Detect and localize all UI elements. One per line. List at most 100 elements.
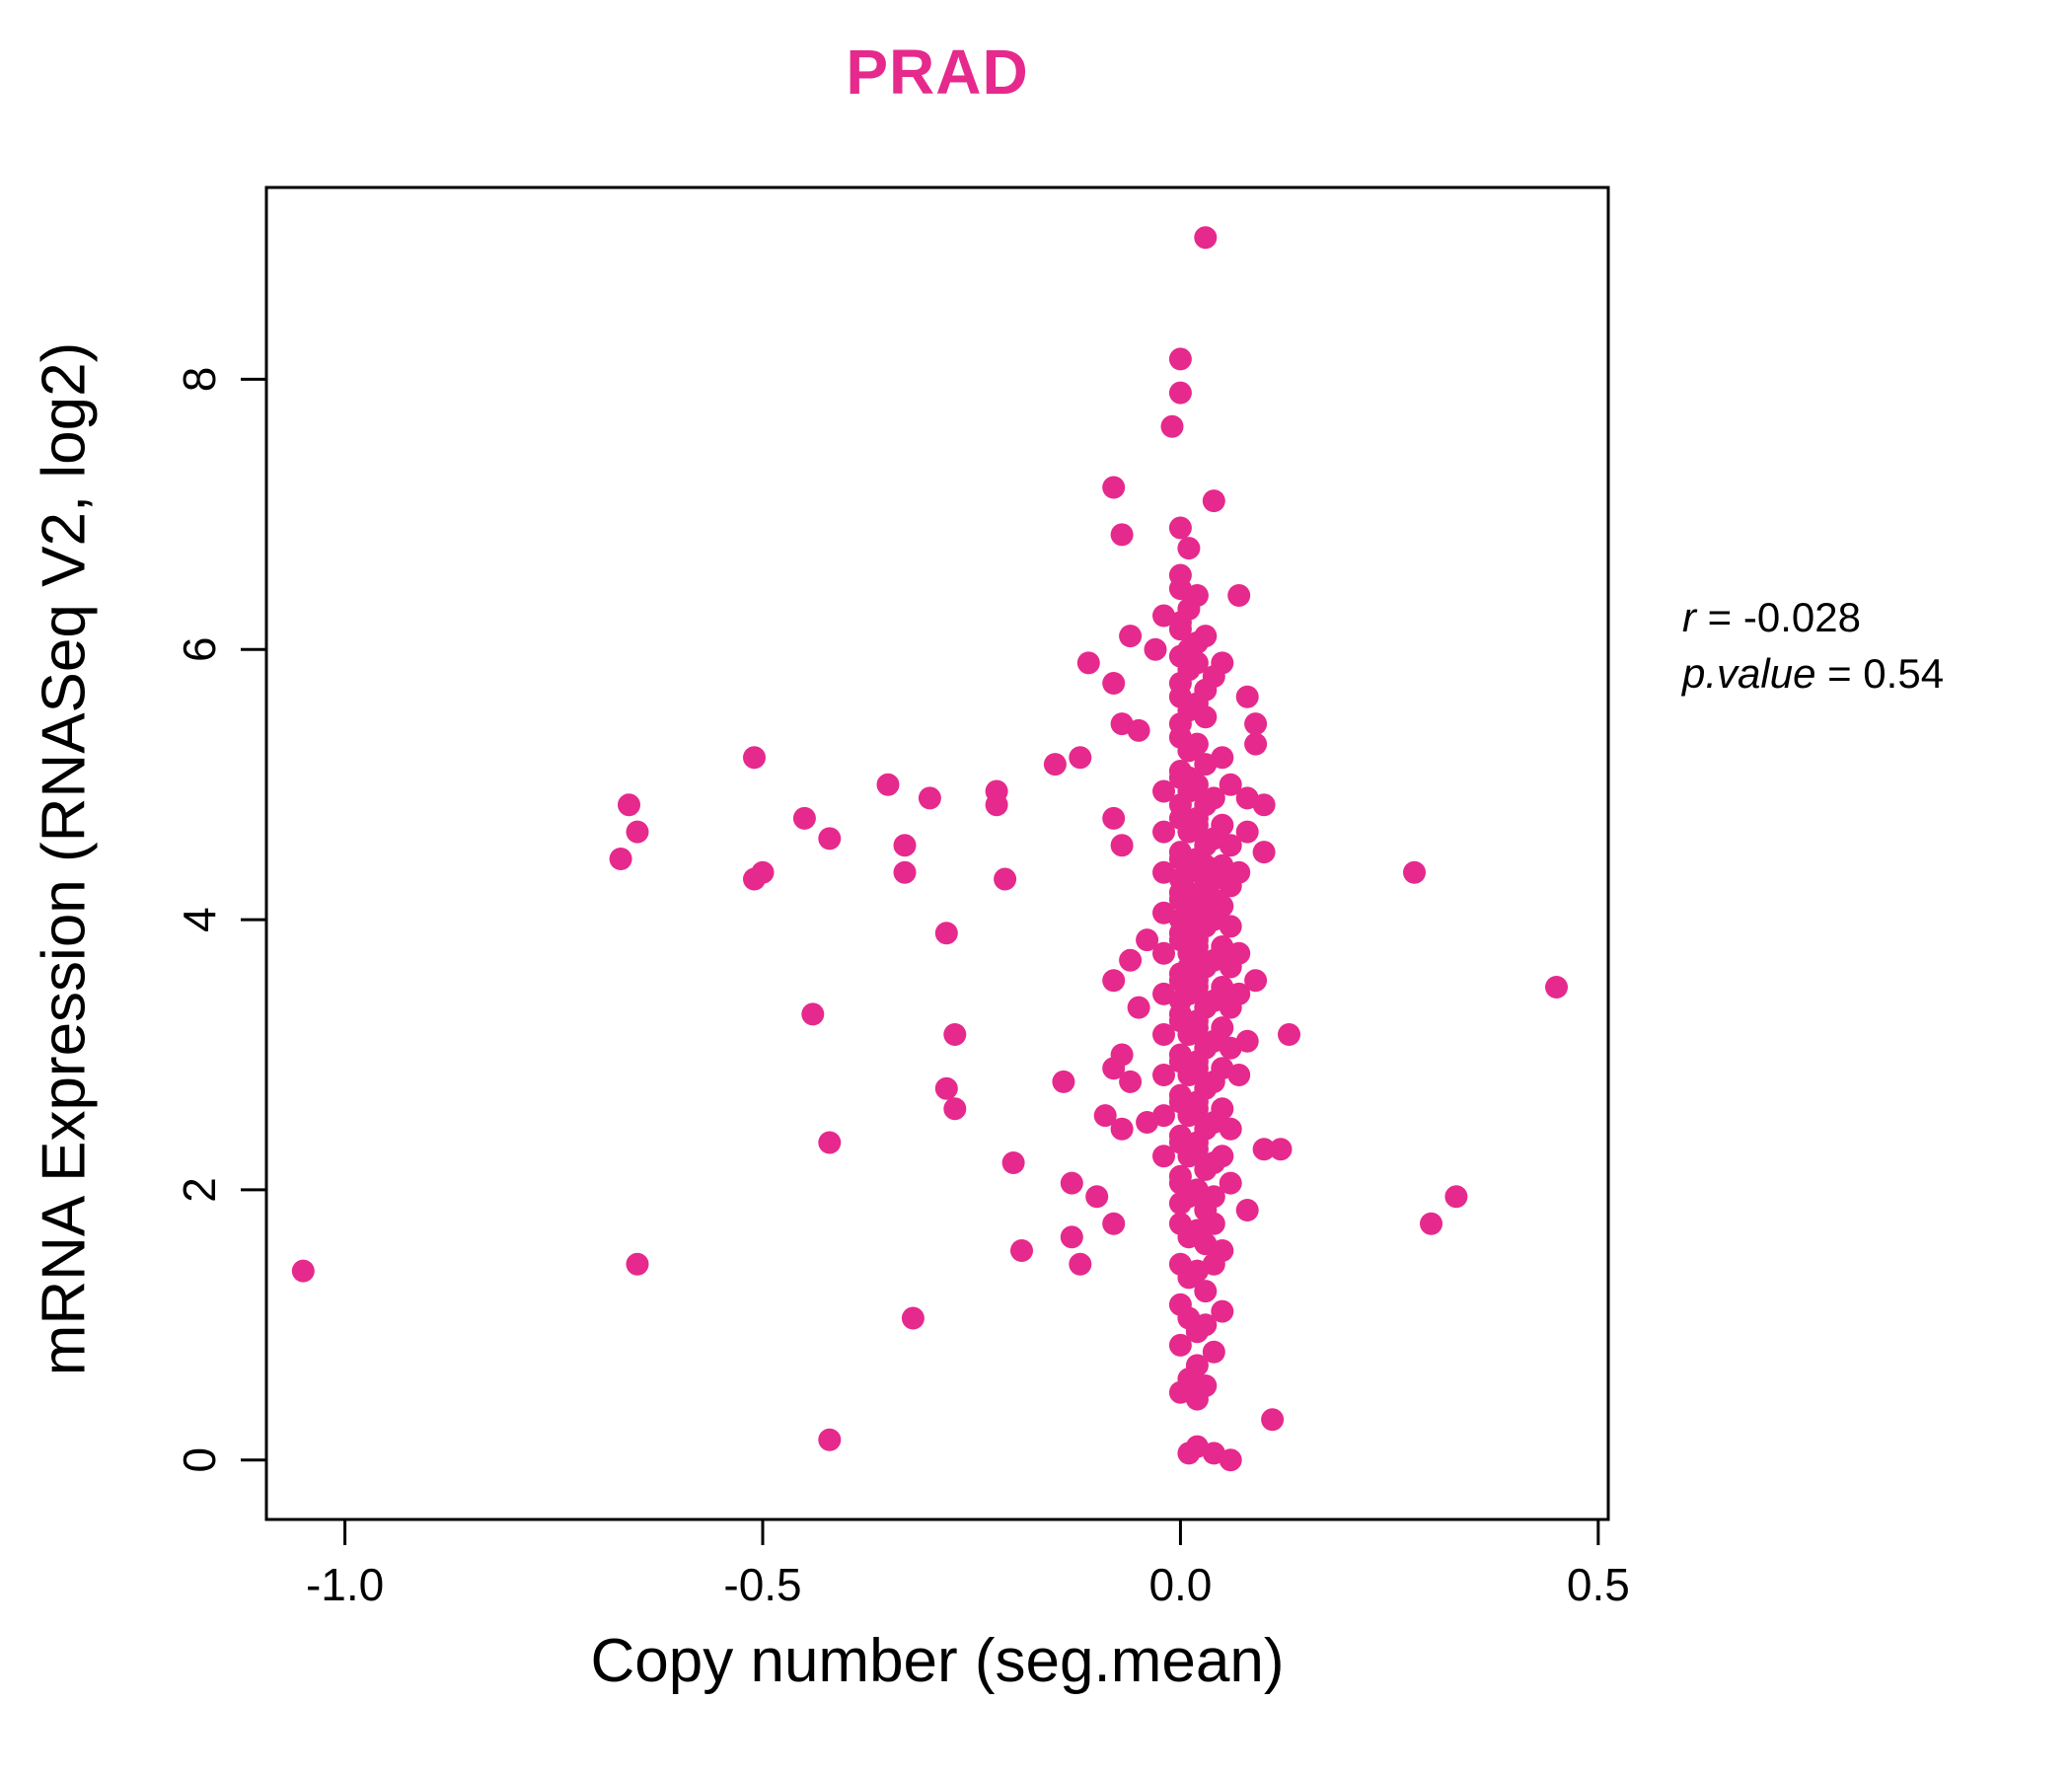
data-point	[1127, 996, 1150, 1019]
data-point	[943, 1097, 967, 1121]
data-point	[1227, 860, 1251, 884]
y-axis-tick-label: 0	[174, 1447, 225, 1473]
data-point	[1202, 1212, 1225, 1235]
data-point	[818, 827, 842, 851]
data-point	[934, 1076, 958, 1100]
data-point	[1202, 1340, 1225, 1364]
data-point	[1211, 813, 1234, 837]
data-point	[1152, 820, 1175, 844]
data-point	[1168, 908, 1192, 931]
data-point	[1102, 1212, 1126, 1235]
data-point	[1001, 1151, 1025, 1174]
stats-r-value: = -0.028	[1696, 594, 1861, 640]
data-point	[1194, 1313, 1218, 1337]
data-point	[876, 773, 900, 796]
data-point	[1076, 651, 1100, 675]
data-point	[1185, 1131, 1209, 1154]
x-axis-title: Copy number (seg.mean)	[590, 1627, 1285, 1695]
data-point	[1219, 773, 1242, 796]
data-point	[801, 1002, 825, 1026]
data-point	[1252, 793, 1276, 817]
data-point	[1420, 1212, 1443, 1235]
data-point	[1060, 1225, 1083, 1249]
y-axis-ticks: 0 2 4 6 8	[174, 367, 266, 1473]
data-point	[291, 1259, 315, 1283]
data-point	[1152, 1145, 1175, 1168]
data-point	[1152, 604, 1175, 628]
data-point	[1227, 584, 1251, 607]
data-point	[994, 867, 1017, 891]
x-axis-tick-label: -0.5	[723, 1559, 801, 1610]
data-point	[1211, 1016, 1234, 1040]
data-point	[1185, 732, 1209, 756]
data-point	[1152, 941, 1175, 965]
data-point	[1185, 1050, 1209, 1073]
stats-r-label: r	[1682, 594, 1696, 640]
data-point	[1185, 1009, 1209, 1033]
data-point	[1102, 476, 1126, 499]
data-point	[918, 786, 941, 810]
data-point	[1211, 1299, 1234, 1323]
data-point	[1211, 1097, 1234, 1121]
data-point	[1177, 766, 1201, 789]
data-point	[1136, 1111, 1159, 1134]
data-point	[1185, 1387, 1209, 1411]
data-point	[1202, 1252, 1225, 1276]
data-point	[792, 806, 816, 830]
y-axis-title: mRNA Expression (RNASeq V2, log2)	[30, 341, 99, 1376]
data-point	[1185, 1090, 1209, 1114]
data-point	[1060, 1171, 1083, 1195]
data-point	[934, 922, 958, 945]
data-point	[1194, 853, 1218, 877]
data-point	[1168, 618, 1192, 641]
data-point	[1194, 1280, 1218, 1303]
stats-annotation: r = -0.028 p.value = 0.54	[1682, 590, 1944, 702]
data-point	[893, 834, 917, 857]
data-points-group	[291, 226, 1568, 1472]
data-point	[1110, 523, 1134, 547]
data-point	[893, 860, 917, 884]
data-point	[1127, 718, 1150, 742]
data-point	[1185, 969, 1209, 993]
data-point	[1219, 1171, 1242, 1195]
data-point	[1261, 1408, 1285, 1432]
stats-pvalue-label: p.value	[1682, 649, 1816, 697]
data-point	[618, 793, 640, 817]
data-point	[1202, 489, 1225, 513]
data-point	[1119, 948, 1143, 972]
data-point	[1219, 1448, 1242, 1472]
data-point	[1235, 1029, 1259, 1053]
data-point	[1403, 860, 1426, 884]
data-point	[1202, 888, 1225, 912]
y-axis-tick-label: 4	[174, 907, 225, 932]
data-point	[985, 793, 1008, 817]
data-point	[1110, 834, 1134, 857]
data-point	[1010, 1239, 1033, 1262]
data-point	[943, 1023, 967, 1046]
data-point	[1168, 989, 1192, 1012]
data-point	[1168, 516, 1192, 540]
data-point	[1219, 915, 1242, 938]
data-point	[1219, 1117, 1242, 1141]
data-point	[1119, 1070, 1143, 1093]
data-point	[1119, 625, 1143, 648]
data-point	[901, 1306, 925, 1330]
data-point	[1152, 1064, 1175, 1086]
data-point	[1194, 625, 1218, 648]
data-point	[1194, 226, 1218, 250]
data-point	[1211, 651, 1234, 675]
data-point	[1102, 806, 1126, 830]
data-point	[1185, 806, 1209, 830]
data-point	[1227, 941, 1251, 965]
data-point	[1052, 1070, 1075, 1093]
data-point	[1219, 834, 1242, 857]
data-point	[1102, 672, 1126, 695]
data-point	[1177, 537, 1201, 560]
data-point	[1252, 1138, 1276, 1161]
data-point	[1244, 969, 1268, 993]
data-point	[1185, 651, 1209, 675]
data-point	[1160, 414, 1184, 438]
x-axis-ticks: -1.0 -0.5 0.0 0.5	[306, 1519, 1630, 1610]
